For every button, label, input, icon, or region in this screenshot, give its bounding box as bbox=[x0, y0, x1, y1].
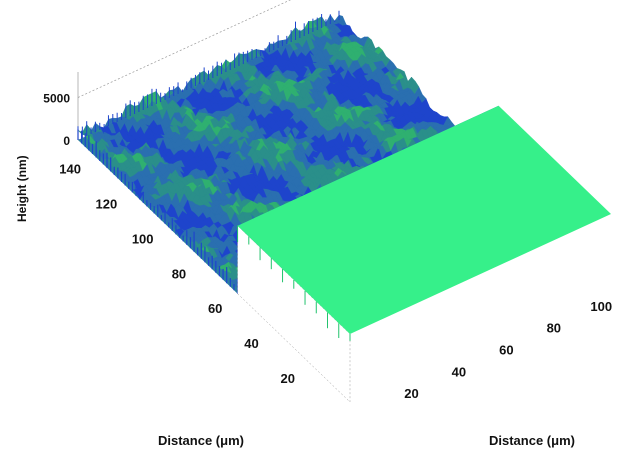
z-tick-label: 0 bbox=[63, 134, 70, 148]
x-tick-label: 120 bbox=[96, 196, 118, 211]
y-axis-label: Distance (μm) bbox=[489, 433, 575, 448]
x-axis-label: Distance (μm) bbox=[158, 433, 244, 448]
x-tick-label: 100 bbox=[132, 231, 154, 246]
y-tick-label: 20 bbox=[404, 386, 418, 401]
y-tick-label: 60 bbox=[499, 343, 513, 358]
x-tick-label: 40 bbox=[244, 336, 258, 351]
y-tick-label: 40 bbox=[452, 364, 466, 379]
z-tick-label: 5000 bbox=[43, 92, 70, 106]
z-axis-label: Height (nm) bbox=[15, 155, 29, 222]
y-tick-label: 100 bbox=[590, 299, 612, 314]
plateau-surface bbox=[237, 105, 611, 334]
tick-labels: 20 40 60 80 100 120 140 20 40 60 80 100 0 5000 bbox=[43, 92, 612, 402]
x-tick-label: 140 bbox=[59, 161, 81, 176]
x-tick-label: 80 bbox=[172, 266, 186, 281]
x-tick-label: 20 bbox=[280, 371, 294, 386]
y-tick-label: 80 bbox=[547, 321, 561, 336]
x-tick-label: 60 bbox=[208, 301, 222, 316]
